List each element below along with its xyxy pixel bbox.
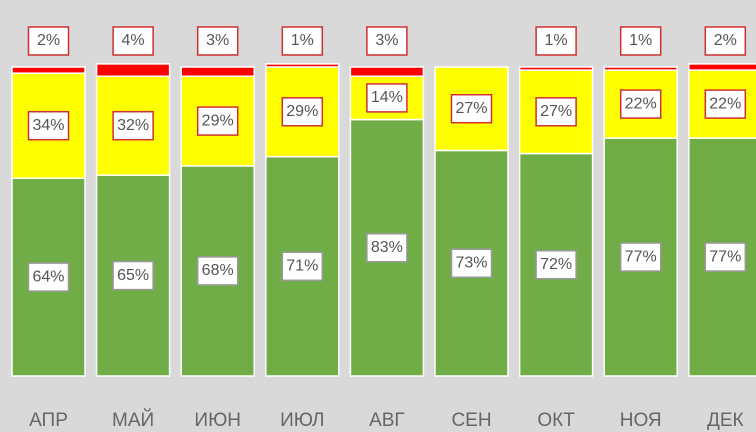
data-label-box — [27, 110, 70, 141]
x-tick-label: ДЕК — [707, 410, 744, 431]
data-label: 27% — [540, 103, 572, 120]
data-label: 29% — [202, 112, 234, 129]
data-label-box — [112, 260, 154, 291]
x-tick-label: ИЮН — [194, 410, 241, 431]
data-label-box — [112, 26, 154, 56]
data-label: 4% — [122, 32, 145, 49]
data-label: 3% — [206, 32, 229, 49]
bar-segment — [95, 63, 171, 78]
data-label-box — [619, 242, 662, 272]
data-label: 22% — [625, 95, 657, 112]
data-label: 72% — [540, 256, 572, 273]
data-label-box — [450, 93, 493, 124]
data-label-box — [281, 26, 324, 56]
data-label-box — [196, 106, 239, 136]
data-label: 68% — [202, 262, 234, 279]
data-label: 64% — [32, 268, 64, 285]
data-label: 22% — [709, 95, 741, 112]
data-label: 3% — [375, 32, 398, 49]
data-label: 71% — [286, 258, 318, 275]
bar-segment — [349, 66, 425, 78]
data-label-box — [27, 26, 70, 56]
bar-segment — [11, 66, 86, 74]
x-tick-label: СЕН — [451, 410, 491, 431]
data-label: 1% — [291, 32, 314, 49]
data-label: 73% — [455, 254, 487, 271]
data-label-box — [366, 26, 408, 56]
bar-segment — [603, 66, 678, 71]
data-label-box — [704, 242, 747, 272]
data-label: 1% — [545, 32, 568, 49]
data-label-box — [281, 97, 324, 127]
bar-segment — [518, 66, 594, 71]
data-label: 65% — [117, 267, 149, 284]
x-tick-label: ИЮЛ — [280, 410, 324, 431]
data-label-box — [619, 26, 662, 56]
x-tick-label: НОЯ — [620, 410, 662, 431]
data-label-box — [196, 26, 239, 56]
data-label-box — [704, 26, 747, 56]
data-label: 14% — [371, 89, 403, 106]
data-label-box — [27, 262, 70, 292]
data-label: 77% — [709, 248, 741, 265]
data-label: 2% — [37, 32, 60, 49]
x-tick-label: МАЙ — [112, 409, 154, 431]
x-tick-label: ОКТ — [537, 410, 575, 431]
data-label-box — [366, 83, 408, 113]
data-label-box — [366, 233, 408, 263]
data-label-box — [535, 250, 577, 280]
data-label-box — [535, 26, 577, 56]
data-label: 77% — [625, 248, 657, 265]
data-label-box — [196, 256, 239, 286]
data-label: 2% — [714, 32, 737, 49]
data-label: 34% — [32, 117, 64, 134]
data-label-box — [281, 251, 324, 282]
data-label-box — [535, 97, 577, 127]
data-label-box — [704, 89, 747, 119]
data-label-box — [619, 89, 662, 119]
x-tick-label: АВГ — [369, 410, 405, 431]
data-label: 32% — [117, 117, 149, 134]
data-label-box — [450, 248, 493, 278]
bar-segment — [180, 66, 255, 78]
data-label: 29% — [286, 103, 318, 120]
data-label-box — [112, 110, 154, 141]
bar-segment — [688, 63, 756, 71]
x-tick-label: АПР — [29, 410, 68, 431]
data-label: 83% — [371, 239, 403, 256]
data-label: 27% — [455, 100, 487, 117]
bar-segment — [265, 63, 340, 68]
data-label: 1% — [629, 32, 652, 49]
